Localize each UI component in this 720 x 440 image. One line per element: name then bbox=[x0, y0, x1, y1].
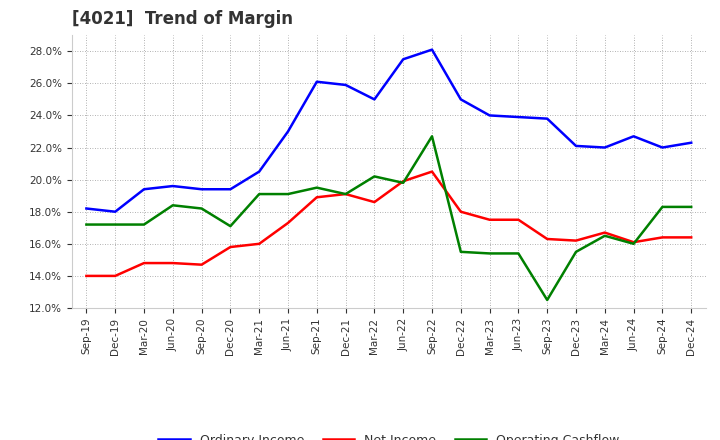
Operating Cashflow bbox=[140, 222, 148, 227]
Ordinary Income bbox=[82, 206, 91, 211]
Ordinary Income bbox=[658, 145, 667, 150]
Ordinary Income bbox=[226, 187, 235, 192]
Ordinary Income bbox=[629, 134, 638, 139]
Net Income bbox=[485, 217, 494, 222]
Net Income bbox=[312, 194, 321, 200]
Operating Cashflow bbox=[168, 203, 177, 208]
Net Income bbox=[370, 199, 379, 205]
Operating Cashflow bbox=[312, 185, 321, 190]
Ordinary Income bbox=[140, 187, 148, 192]
Operating Cashflow bbox=[514, 251, 523, 256]
Operating Cashflow bbox=[197, 206, 206, 211]
Operating Cashflow bbox=[111, 222, 120, 227]
Net Income bbox=[341, 191, 350, 197]
Line: Operating Cashflow: Operating Cashflow bbox=[86, 136, 691, 300]
Operating Cashflow bbox=[572, 249, 580, 254]
Net Income bbox=[600, 230, 609, 235]
Ordinary Income bbox=[485, 113, 494, 118]
Operating Cashflow bbox=[226, 224, 235, 229]
Net Income bbox=[543, 236, 552, 242]
Net Income bbox=[284, 220, 292, 226]
Operating Cashflow bbox=[82, 222, 91, 227]
Operating Cashflow bbox=[370, 174, 379, 179]
Net Income bbox=[82, 273, 91, 279]
Ordinary Income bbox=[399, 57, 408, 62]
Line: Ordinary Income: Ordinary Income bbox=[86, 50, 691, 212]
Text: [4021]  Trend of Margin: [4021] Trend of Margin bbox=[72, 10, 293, 28]
Net Income bbox=[572, 238, 580, 243]
Net Income bbox=[197, 262, 206, 268]
Ordinary Income bbox=[543, 116, 552, 121]
Operating Cashflow bbox=[543, 297, 552, 303]
Ordinary Income bbox=[687, 140, 696, 145]
Ordinary Income bbox=[111, 209, 120, 214]
Ordinary Income bbox=[284, 129, 292, 134]
Net Income bbox=[168, 260, 177, 266]
Ordinary Income bbox=[456, 97, 465, 102]
Ordinary Income bbox=[255, 169, 264, 174]
Net Income bbox=[255, 241, 264, 246]
Operating Cashflow bbox=[255, 191, 264, 197]
Ordinary Income bbox=[572, 143, 580, 149]
Ordinary Income bbox=[168, 183, 177, 189]
Net Income bbox=[687, 235, 696, 240]
Net Income bbox=[428, 169, 436, 174]
Net Income bbox=[226, 244, 235, 249]
Ordinary Income bbox=[312, 79, 321, 84]
Ordinary Income bbox=[428, 47, 436, 52]
Ordinary Income bbox=[341, 82, 350, 88]
Operating Cashflow bbox=[629, 241, 638, 246]
Operating Cashflow bbox=[600, 233, 609, 238]
Line: Net Income: Net Income bbox=[86, 172, 691, 276]
Ordinary Income bbox=[600, 145, 609, 150]
Operating Cashflow bbox=[456, 249, 465, 254]
Net Income bbox=[399, 179, 408, 184]
Legend: Ordinary Income, Net Income, Operating Cashflow: Ordinary Income, Net Income, Operating C… bbox=[153, 429, 624, 440]
Operating Cashflow bbox=[428, 134, 436, 139]
Net Income bbox=[658, 235, 667, 240]
Net Income bbox=[456, 209, 465, 214]
Operating Cashflow bbox=[687, 204, 696, 209]
Net Income bbox=[629, 239, 638, 245]
Net Income bbox=[514, 217, 523, 222]
Net Income bbox=[111, 273, 120, 279]
Operating Cashflow bbox=[341, 191, 350, 197]
Ordinary Income bbox=[514, 114, 523, 120]
Operating Cashflow bbox=[485, 251, 494, 256]
Operating Cashflow bbox=[399, 180, 408, 186]
Net Income bbox=[140, 260, 148, 266]
Ordinary Income bbox=[197, 187, 206, 192]
Operating Cashflow bbox=[658, 204, 667, 209]
Operating Cashflow bbox=[284, 191, 292, 197]
Ordinary Income bbox=[370, 97, 379, 102]
